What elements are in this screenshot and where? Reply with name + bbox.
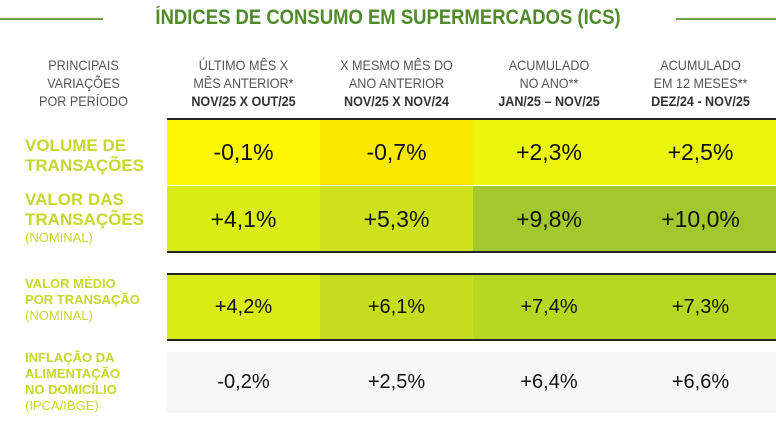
- title-rule-right: [676, 18, 776, 20]
- row-label: VALOR MÉDIO POR TRANSAÇÃO (NOMINAL): [25, 276, 140, 324]
- row-divider: [167, 118, 776, 120]
- row-divider: [167, 273, 776, 275]
- header-period: NOV/25 X OUT/25: [191, 93, 296, 109]
- header-period: DEZ/24 - NOV/25: [651, 93, 750, 109]
- row-label: INFLAÇÃO DA ALIMENTAÇÃO NO DOMICÍLIO (IPCA/…: [25, 350, 120, 414]
- row-label-line: NO DOMICÍLIO: [25, 382, 117, 397]
- row-label-line: POR TRANSAÇÃO: [25, 292, 140, 307]
- row-label-line: VALOR MÉDIO: [25, 276, 116, 291]
- row-label: VALOR DAS TRANSAÇÕES (NOMINAL): [25, 190, 144, 246]
- value-cell: +6,6%: [625, 352, 776, 413]
- row-label-line: VOLUME DE: [25, 136, 127, 155]
- value-cell: +2,5%: [625, 120, 776, 185]
- value-cell: +7,4%: [473, 275, 625, 339]
- column-header: ÚLTIMO MÊS X MÊS ANTERIOR* NOV/25 X OUT/25: [175, 56, 313, 110]
- column-header: ACUMULADO NO ANO** JAN/25 – NOV/25: [481, 56, 618, 110]
- row-label-sub: (NOMINAL): [25, 230, 93, 245]
- value-cell: +7,3%: [625, 275, 776, 339]
- value-cell: +2,5%: [320, 352, 473, 413]
- row-label-line: VALOR DAS: [25, 190, 124, 209]
- value-cell: +6,4%: [473, 352, 625, 413]
- header-line: POR PERÍODO: [39, 93, 128, 109]
- row-divider: [167, 251, 776, 253]
- page-title: ÍNDICES DE CONSUMO EM SUPERMERCADOS (ICS…: [155, 6, 621, 29]
- row-label-sub: (NOMINAL): [25, 308, 93, 323]
- header-line: ACUMULADO: [660, 57, 741, 73]
- value-cell: +2,3%: [473, 120, 625, 185]
- row-divider: [167, 339, 776, 341]
- row-label: VOLUME DE TRANSAÇÕES: [25, 136, 144, 176]
- header-period: JAN/25 – NOV/25: [498, 93, 600, 109]
- header-period: NOV/25 X NOV/24: [343, 93, 450, 109]
- title-rule-left: [0, 18, 103, 20]
- value-cell: -0,7%: [320, 120, 473, 185]
- header-line: MÊS ANTERIOR*: [193, 75, 294, 91]
- header-line: ANO ANTERIOR: [348, 75, 445, 91]
- header-line: ACUMULADO: [508, 57, 590, 73]
- column-header: PRINCIPAIS VARIAÇÕES POR PERÍODO: [8, 56, 158, 110]
- column-header: ACUMULADO EM 12 MESES** DEZ/24 - NOV/25: [633, 56, 769, 110]
- value-cell: -0,2%: [167, 352, 320, 413]
- row-label-line: ALIMENTAÇÃO: [25, 366, 121, 381]
- value-cell: +10,0%: [625, 186, 776, 252]
- header-line: VARIAÇÕES: [47, 75, 120, 91]
- column-header: X MESMO MÊS DO ANO ANTERIOR NOV/25 X NOV/2…: [328, 56, 466, 110]
- value-cell: +5,3%: [320, 186, 473, 252]
- header-line: X MESMO MÊS DO: [340, 57, 453, 73]
- row-label-sub: (IPCA/IBGE): [25, 398, 99, 413]
- row-label-line: INFLAÇÃO DA: [25, 350, 115, 365]
- value-cell: +4,1%: [167, 186, 320, 252]
- header-line: ÚLTIMO MÊS X: [198, 57, 289, 73]
- header-line: PRINCIPAIS: [48, 57, 119, 73]
- row-label-line: TRANSAÇÕES: [25, 156, 145, 175]
- value-cell: -0,1%: [167, 120, 320, 185]
- value-cell: +9,8%: [473, 186, 625, 252]
- header-line: NO ANO**: [519, 75, 579, 91]
- value-cell: +4,2%: [167, 275, 320, 339]
- header-line: EM 12 MESES**: [653, 75, 748, 91]
- value-cell: +6,1%: [320, 275, 473, 339]
- row-label-line: TRANSAÇÕES: [25, 210, 145, 229]
